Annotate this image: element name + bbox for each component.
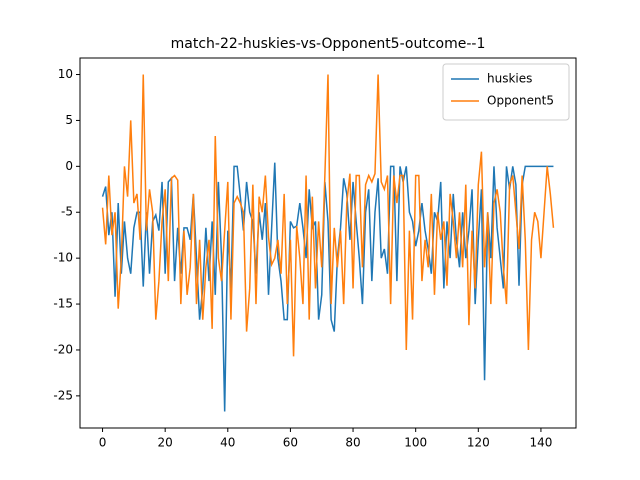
- y-tick-label: -15: [53, 297, 73, 311]
- y-tick-label: -25: [53, 388, 73, 402]
- chart-title: match-22-huskies-vs-Opponent5-outcome--1: [171, 36, 486, 52]
- x-tick-label: 140: [529, 436, 552, 450]
- legend: huskies Opponent5: [442, 63, 570, 121]
- y-tick-label: 10: [58, 67, 73, 81]
- y-tick-label: -20: [53, 342, 73, 356]
- axes-frame: [79, 57, 577, 429]
- y-tick-label: 0: [65, 159, 73, 173]
- x-tick-label: 60: [283, 436, 298, 450]
- x-tick-label: 20: [158, 436, 173, 450]
- data-line: [101, 162, 554, 412]
- legend-label: Opponent5: [487, 94, 554, 108]
- x-tick-label: 80: [345, 436, 360, 450]
- x-tick-label: 100: [404, 436, 427, 450]
- x-tick-label: 0: [99, 436, 107, 450]
- legend-box: [442, 63, 570, 121]
- y-tick-label: 5: [65, 113, 73, 127]
- data-line: [101, 74, 555, 357]
- legend-label: huskies: [487, 72, 532, 86]
- y-tick-label: -5: [61, 205, 73, 219]
- y-tick-label: -10: [53, 251, 73, 265]
- x-tick-label: 40: [220, 436, 235, 450]
- x-tick-label: 120: [467, 436, 490, 450]
